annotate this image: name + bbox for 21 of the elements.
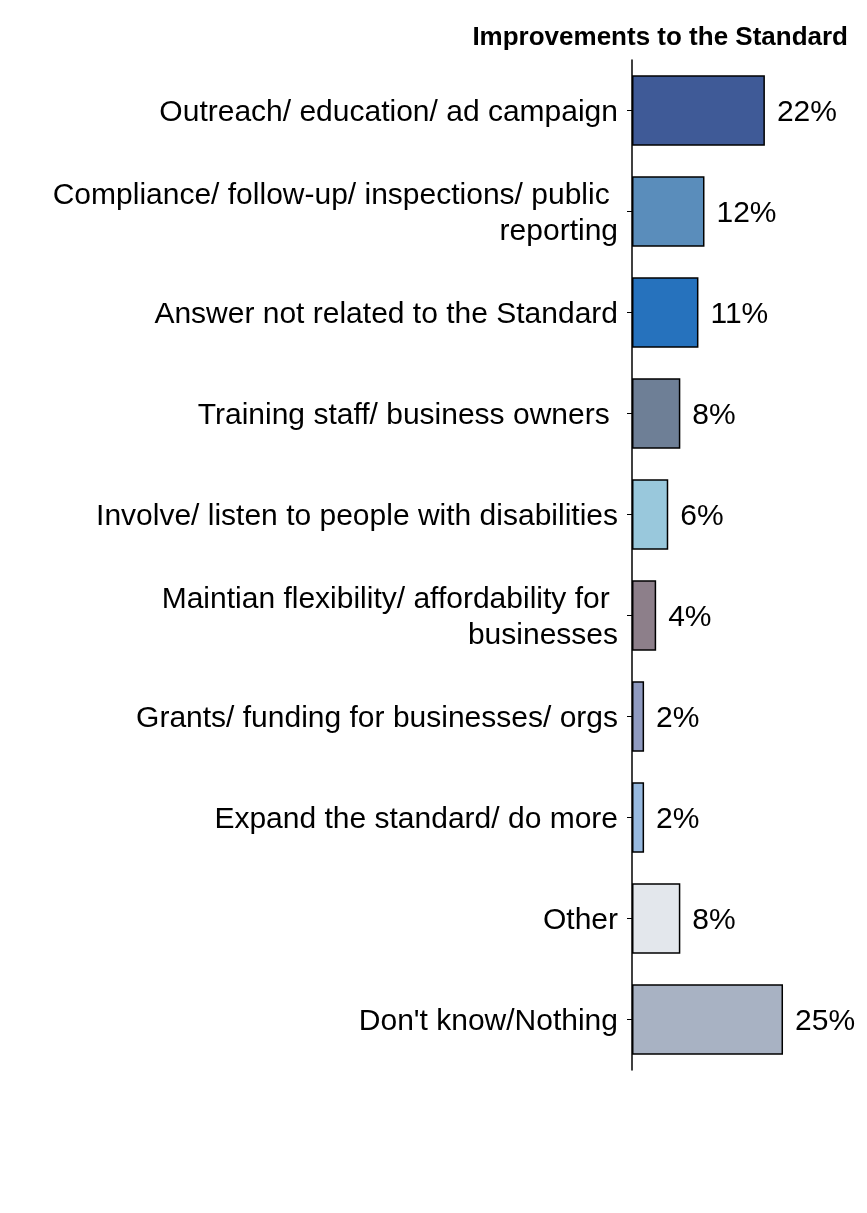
chart-title: Improvements to the Standard: [472, 21, 849, 51]
data-label: 8%: [692, 902, 736, 935]
data-label: 2%: [656, 700, 700, 733]
y-tick-label: Maintian flexibility/ affordability for businesses: [161, 581, 618, 650]
y-tick-label: Outreach/ education/ ad campaign: [159, 94, 618, 127]
y-tick-label: Other: [542, 902, 619, 935]
y-tick-label: Don't know/Nothing: [358, 1003, 618, 1036]
y-tick-label: Compliance/ follow-up/ inspections/ public reporting: [52, 177, 618, 246]
data-label: 6%: [680, 498, 724, 531]
data-label: 25%: [795, 1003, 856, 1036]
data-label: 2%: [656, 801, 700, 834]
y-tick-label: Expand the standard/ do more: [214, 801, 618, 834]
data-label: 11%: [710, 296, 769, 329]
y-tick-label: Answer not related to the Standard: [154, 296, 618, 329]
data-label: 22%: [776, 94, 837, 127]
data-label: 12%: [716, 195, 777, 228]
y-tick-label: Training staff/ business owners: [197, 397, 618, 430]
data-label: 4%: [668, 599, 712, 632]
data-label: 8%: [692, 397, 736, 430]
y-tick-label: Grants/ funding for businesses/ orgs: [136, 700, 618, 733]
y-tick-label: Involve/ listen to people with disabilities: [96, 498, 618, 531]
